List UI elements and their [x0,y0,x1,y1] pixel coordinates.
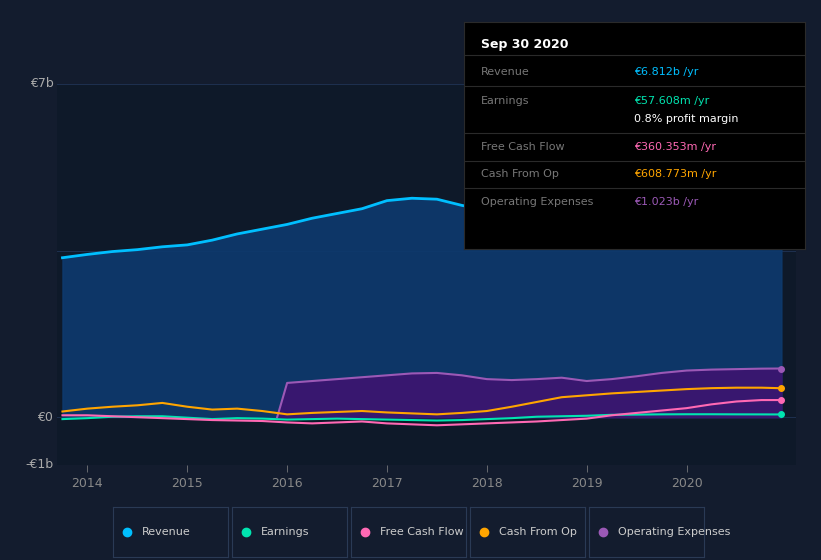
Text: Earnings: Earnings [261,527,310,537]
Text: Cash From Op: Cash From Op [481,169,559,179]
Text: €7b: €7b [30,77,53,91]
Text: -€1b: -€1b [25,458,53,472]
Text: €6.812b /yr: €6.812b /yr [635,67,699,77]
Text: Operating Expenses: Operating Expenses [481,197,594,207]
Text: Sep 30 2020: Sep 30 2020 [481,38,568,52]
Text: €608.773m /yr: €608.773m /yr [635,169,717,179]
Text: Earnings: Earnings [481,96,530,106]
Text: Free Cash Flow: Free Cash Flow [481,142,565,152]
Text: Cash From Op: Cash From Op [499,527,576,537]
Text: Revenue: Revenue [142,527,190,537]
Text: 0.8% profit margin: 0.8% profit margin [635,114,739,124]
Text: Operating Expenses: Operating Expenses [618,527,730,537]
Text: Free Cash Flow: Free Cash Flow [379,527,463,537]
Text: €0: €0 [38,410,53,424]
Text: Revenue: Revenue [481,67,530,77]
Text: €57.608m /yr: €57.608m /yr [635,96,709,106]
Text: €1.023b /yr: €1.023b /yr [635,197,699,207]
Text: €360.353m /yr: €360.353m /yr [635,142,716,152]
